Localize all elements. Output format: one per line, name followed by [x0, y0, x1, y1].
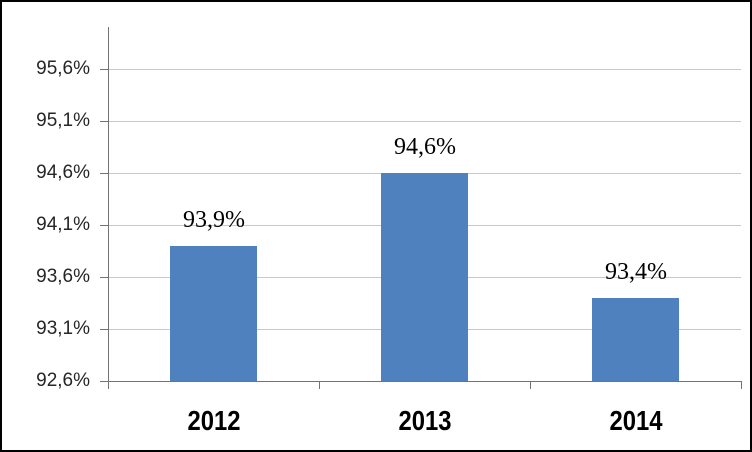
x-axis-tick [530, 382, 531, 389]
x-axis-line [108, 381, 742, 382]
y-axis-tick-label: 94,6% [36, 162, 90, 183]
y-axis-line [108, 27, 109, 382]
gridline [108, 121, 741, 122]
bar-2012 [170, 246, 257, 381]
y-axis-tick [100, 329, 108, 330]
x-axis-tick [108, 382, 109, 389]
y-axis-tick-label: 95,6% [36, 58, 90, 79]
x-axis-tick [319, 382, 320, 389]
x-axis-category-label: 2012 [187, 405, 241, 436]
y-axis-tick-label: 94,1% [36, 214, 90, 235]
y-axis-tick [100, 121, 108, 122]
y-axis-tick-label: 93,1% [36, 318, 90, 339]
y-axis-tick [100, 69, 108, 70]
y-axis-tick [100, 225, 108, 226]
bar-2014 [592, 298, 679, 381]
y-axis-tick [100, 173, 108, 174]
gridline [108, 69, 741, 70]
bar-value-label: 94,6% [394, 134, 456, 160]
x-axis-category-label: 2013 [398, 405, 452, 436]
y-axis-tick-label: 92,6% [36, 370, 90, 391]
x-axis-tick [741, 382, 742, 389]
y-axis-tick [100, 277, 108, 278]
y-axis-tick-label: 93,6% [36, 266, 90, 287]
x-axis-category-label: 2014 [609, 405, 663, 436]
bar-value-label: 93,4% [605, 259, 667, 285]
y-axis-tick-label: 95,1% [36, 110, 90, 131]
y-axis-tick [100, 381, 108, 382]
bar-value-label: 93,9% [183, 207, 245, 233]
bar-2013 [381, 173, 468, 381]
